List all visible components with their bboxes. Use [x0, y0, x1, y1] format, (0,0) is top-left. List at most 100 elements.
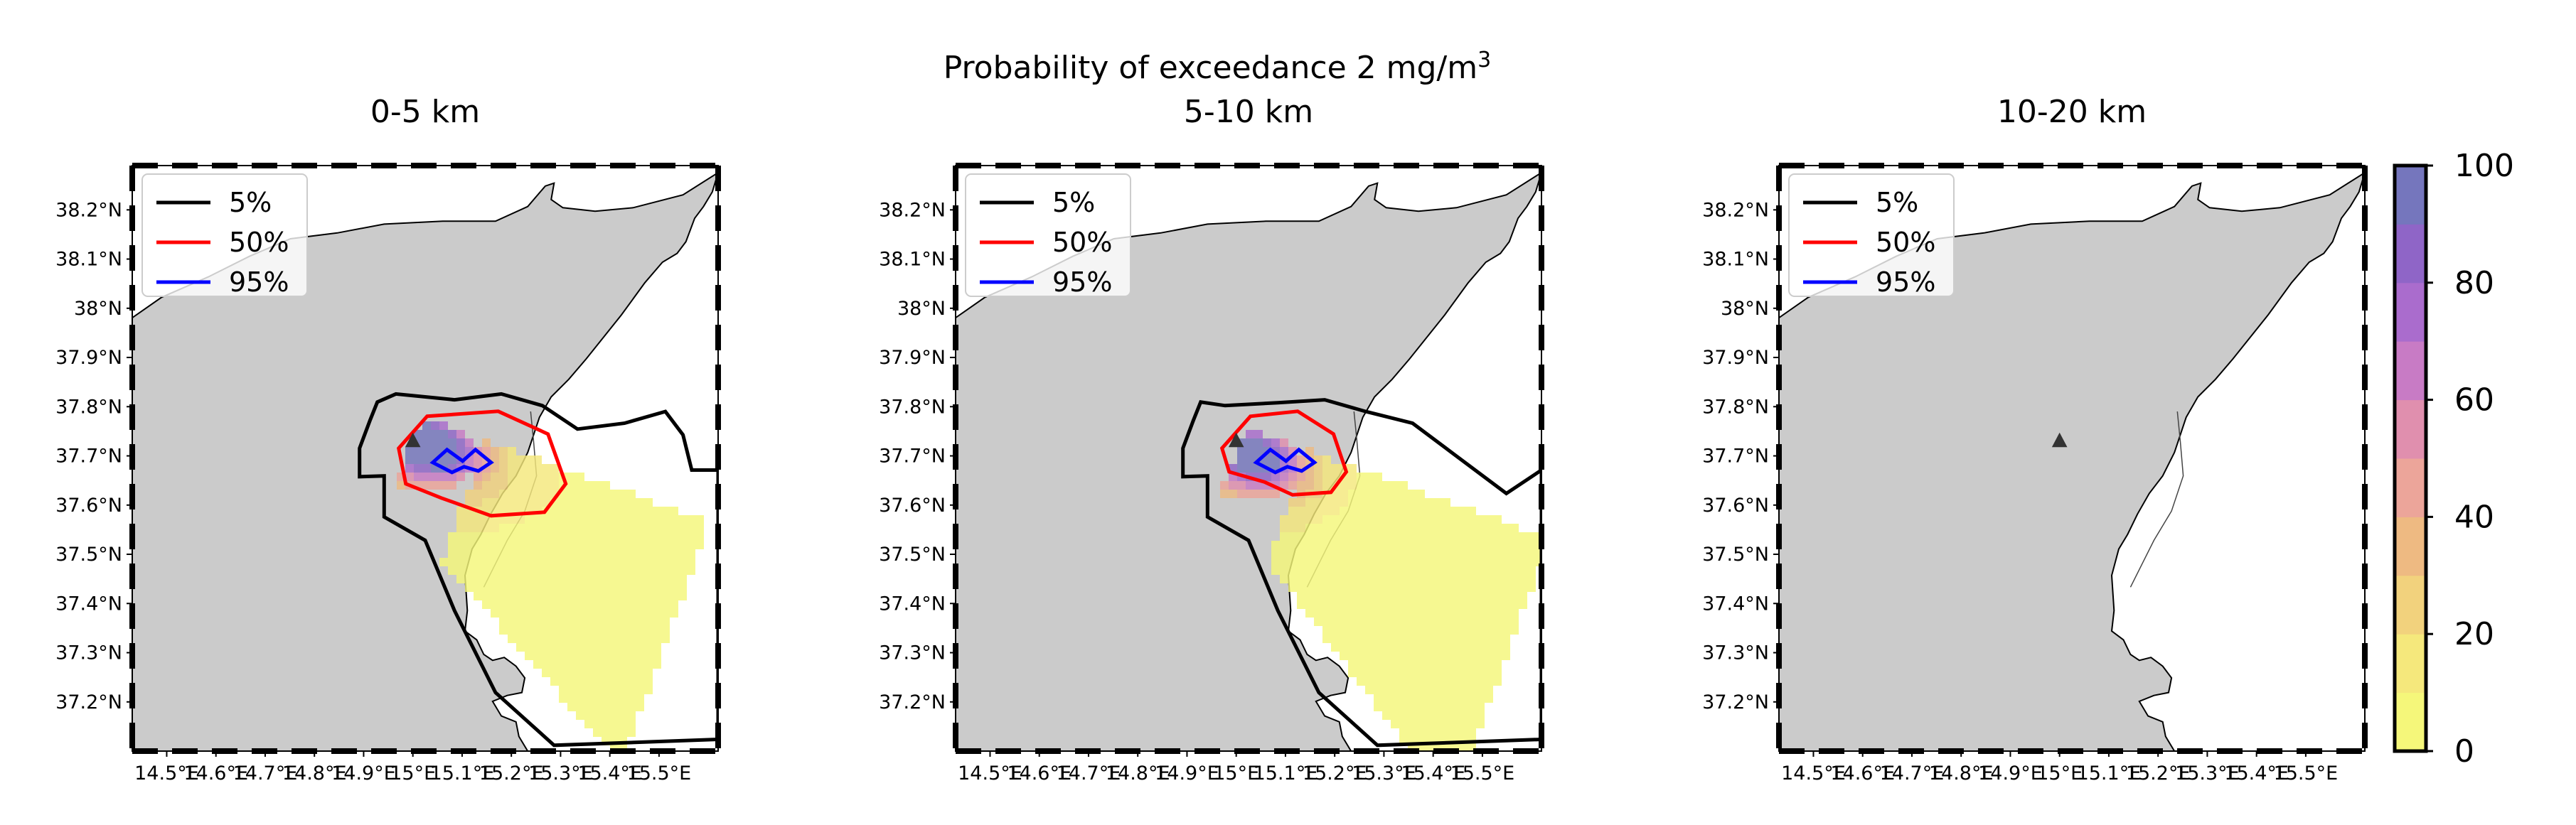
probability-cell [1476, 660, 1485, 669]
probability-cell [619, 711, 627, 720]
probability-cell [499, 481, 508, 490]
probability-cell [593, 583, 602, 592]
probability-cell [1348, 600, 1357, 609]
probability-cell [1382, 635, 1391, 643]
probability-cell [1297, 541, 1305, 549]
legend-label: 50% [229, 227, 289, 258]
y-tick-label: 37.4°N [1702, 593, 1769, 615]
probability-cell [627, 686, 636, 694]
probability-cell [533, 592, 542, 600]
probability-cell [1485, 660, 1493, 669]
probability-cell [1331, 609, 1340, 618]
probability-cell [1357, 473, 1365, 481]
probability-cell [550, 575, 559, 583]
probability-cell [1314, 575, 1322, 583]
probability-cell [1459, 745, 1468, 751]
probability-cell [1433, 643, 1442, 652]
probability-cell [1408, 498, 1416, 507]
probability-cell [610, 566, 619, 575]
probability-cell [670, 600, 678, 609]
probability-cell [550, 592, 559, 600]
probability-cell [1493, 541, 1502, 549]
y-tick-label: 38°N [1721, 298, 1769, 320]
probability-cell [670, 549, 678, 558]
probability-cell [516, 532, 525, 541]
probability-cell [644, 652, 653, 660]
probability-cell [1527, 558, 1536, 566]
legend-box [1788, 173, 1955, 297]
probability-cell [1340, 652, 1348, 660]
x-tick-label: 14.7°E [1880, 762, 1945, 784]
probability-cell [533, 464, 542, 473]
probability-cell [1374, 532, 1382, 541]
probability-cell [567, 532, 576, 541]
probability-cell [627, 515, 636, 524]
probability-cell [1510, 549, 1519, 558]
probability-cell [1468, 669, 1476, 677]
probability-cell [508, 618, 516, 626]
probability-cell [576, 507, 584, 515]
probability-cell [567, 481, 576, 490]
probability-cell [619, 694, 627, 703]
probability-cell [687, 558, 695, 566]
probability-cell [1476, 532, 1485, 541]
probability-cell [474, 592, 482, 600]
probability-cell [1493, 583, 1502, 592]
probability-cell [559, 686, 567, 694]
probability-cell [1433, 618, 1442, 626]
probability-cell [584, 592, 593, 600]
probability-cell [1433, 600, 1442, 609]
probability-cell [550, 549, 559, 558]
x-tick-label: 15.3°E [2175, 762, 2240, 784]
probability-cell [533, 575, 542, 583]
probability-cell [670, 609, 678, 618]
probability-cell [627, 507, 636, 515]
probability-cell [1357, 660, 1365, 669]
probability-cell [1442, 728, 1450, 737]
probability-cell [1322, 515, 1331, 524]
probability-cell [602, 600, 610, 609]
probability-cell [508, 575, 516, 583]
probability-cell [602, 566, 610, 575]
probability-cell [670, 541, 678, 549]
probability-cell [1416, 609, 1425, 618]
probability-cell [1408, 618, 1416, 626]
probability-cell [1297, 592, 1305, 600]
probability-cell [1331, 592, 1340, 600]
probability-cell [1365, 652, 1374, 660]
probability-cell [559, 583, 567, 592]
probability-cell [627, 549, 636, 558]
probability-cell [525, 541, 533, 549]
probability-cell [1382, 609, 1391, 618]
probability-cell [1459, 600, 1468, 609]
probability-cell [508, 498, 516, 507]
probability-cell [431, 421, 439, 430]
probability-cell [1468, 575, 1476, 583]
probability-cell [1314, 473, 1322, 481]
y-tick-label: 38.2°N [879, 199, 946, 221]
probability-cell [491, 592, 499, 600]
probability-cell [1416, 490, 1425, 498]
probability-cell [1280, 541, 1288, 549]
probability-cell [1322, 609, 1331, 618]
probability-cell [1510, 566, 1519, 575]
probability-cell [567, 575, 576, 583]
probability-cell [644, 515, 653, 524]
probability-cell [1399, 592, 1408, 600]
probability-cell [644, 507, 653, 515]
probability-cell [414, 455, 422, 464]
probability-cell [1280, 438, 1288, 447]
probability-cell [619, 583, 627, 592]
probability-cell [482, 558, 491, 566]
colorbar-segment [2395, 634, 2426, 694]
probability-cell [491, 490, 499, 498]
probability-cell [627, 541, 636, 549]
probability-cell [516, 609, 525, 618]
probability-cell [576, 686, 584, 694]
probability-cell [508, 566, 516, 575]
probability-cell [602, 720, 610, 728]
probability-cell [602, 643, 610, 652]
probability-cell [448, 473, 456, 481]
probability-cell [1442, 583, 1450, 592]
probability-cell [431, 481, 439, 490]
